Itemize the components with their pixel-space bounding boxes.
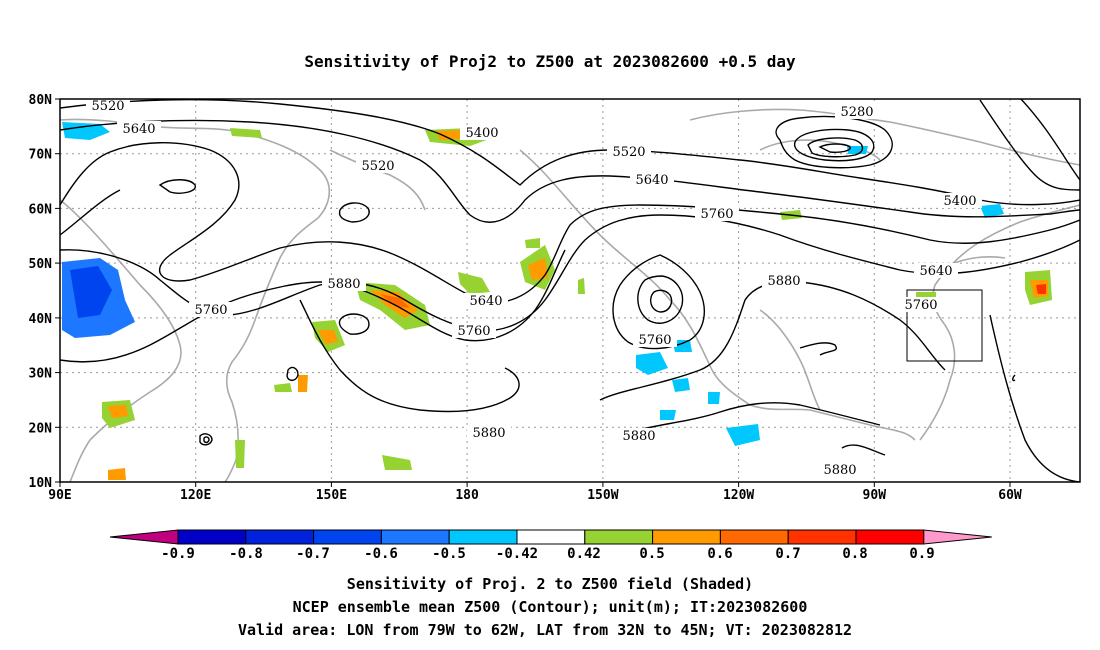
lat-tick-label: 30N (29, 367, 53, 382)
contour-label: 5880 (327, 277, 360, 292)
lon-tick-label: 150E (316, 488, 347, 503)
contour-label: 5520 (361, 159, 394, 174)
contour-label: 5760 (457, 324, 490, 339)
colorbar-arrow-high (923, 529, 992, 545)
colorbar-segment (177, 529, 247, 545)
contour-label: 5400 (943, 194, 976, 209)
lon-tick-label: 180 (455, 488, 479, 503)
colorbar-segment (719, 529, 789, 545)
lat-tick-label: 10N (29, 476, 53, 491)
lat-tick-label: 70N (29, 148, 53, 163)
valid-area-box (906, 289, 983, 362)
colorbar-label: 0.7 (775, 546, 800, 562)
contour-label: 5400 (465, 126, 498, 141)
lat-tick-label: 50N (29, 257, 53, 272)
coastlines (60, 108, 1080, 482)
contour-label: 5760 (194, 303, 227, 318)
lat-tick-label: 40N (29, 312, 53, 327)
colorbar-segment (380, 529, 450, 545)
caption-line: Sensitivity of Proj. 2 to Z500 field (Sh… (347, 575, 753, 593)
contour-label: 5280 (840, 105, 873, 120)
contour-label: 5760 (700, 207, 733, 222)
lat-tick-labels: 80N 70N 60N 50N 40N 30N 20N 10N (29, 93, 53, 491)
lon-tick-label: 90W (863, 488, 887, 503)
lon-tick-label: 60W (998, 488, 1022, 503)
plot-area: 5520 5640 5400 5520 5280 5520 5640 5760 … (60, 99, 1080, 482)
contour-label: 5640 (469, 294, 502, 309)
contour-label: 5880 (472, 426, 505, 441)
contour-label: 5760 (904, 298, 937, 313)
lat-tick-label: 60N (29, 202, 53, 217)
caption-line: Valid area: LON from 79W to 62W, LAT fro… (238, 621, 852, 639)
colorbar-label: 0.9 (909, 546, 934, 562)
lat-tick-label: 20N (29, 421, 53, 436)
lon-tick-label: 120W (723, 488, 754, 503)
colorbar-label: 0.8 (842, 546, 867, 562)
colorbar-label: 0.5 (639, 546, 664, 562)
colorbar-segment (584, 529, 654, 545)
contour-label: 5760 (638, 333, 671, 348)
colorbar-label: -0.5 (432, 546, 466, 562)
colorbar-label: 0.6 (707, 546, 732, 562)
contour-labels: 5520 5640 5400 5520 5280 5520 5640 5760 … (86, 99, 982, 478)
colorbar-labels: -0.9 -0.8 -0.7 -0.6 -0.5 -0.42 0.42 0.5 … (161, 546, 935, 562)
lat-lon-grid (60, 99, 1080, 482)
colorbar-segment (313, 529, 382, 545)
colorbar-arrow-low (109, 529, 179, 545)
contour-label: 5880 (622, 429, 655, 444)
colorbar-segment (516, 529, 586, 545)
map-title: Sensitivity of Proj2 to Z500 at 20230826… (304, 52, 796, 71)
colorbar-label: -0.8 (229, 546, 263, 562)
colorbar-segment (652, 529, 721, 545)
colorbar-segment (855, 529, 925, 545)
colorbar-label: -0.6 (364, 546, 398, 562)
axis-ticks (55, 98, 1011, 487)
lon-tick-label: 90E (48, 488, 71, 503)
captions: Sensitivity of Proj. 2 to Z500 field (Sh… (238, 575, 852, 639)
colorbar-segment (787, 529, 857, 545)
contour-label: 5640 (919, 264, 952, 279)
colorbar-label: -0.9 (161, 546, 195, 562)
colorbar-segment (448, 529, 518, 545)
lat-tick-label: 80N (29, 93, 53, 108)
colorbar-label: 0.42 (567, 546, 601, 562)
plot-frame (59, 98, 1081, 483)
colorbar (109, 529, 992, 545)
contour-label: 5640 (122, 122, 155, 137)
lon-tick-label: 120E (180, 488, 211, 503)
colorbar-segment (245, 529, 315, 545)
caption-line: NCEP ensemble mean Z500 (Contour); unit(… (293, 598, 808, 616)
contour-label: 5520 (91, 99, 124, 114)
colorbar-label: -0.42 (496, 546, 538, 562)
contour-label: 5520 (612, 145, 645, 160)
lon-tick-labels: 90E 120E 150E 180 150W 120W 90W 60W (48, 488, 1022, 503)
contour-label: 5640 (635, 173, 668, 188)
lon-tick-label: 150W (587, 488, 618, 503)
contour-label: 5880 (767, 274, 800, 289)
contour-label: 5880 (823, 463, 856, 478)
colorbar-label: -0.7 (296, 546, 330, 562)
